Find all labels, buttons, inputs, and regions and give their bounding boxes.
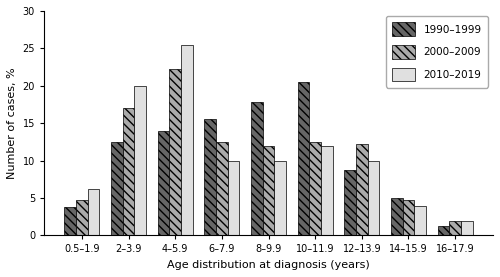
- Bar: [204, 119, 216, 235]
- Legend: 1990–1999, 2000–2009, 2010–2019: 1990–1999, 2000–2009, 2010–2019: [386, 16, 488, 88]
- Bar: [228, 161, 239, 235]
- Bar: [298, 82, 310, 235]
- Bar: [216, 142, 228, 235]
- Bar: [111, 142, 123, 235]
- Bar: [181, 45, 192, 235]
- Bar: [88, 189, 100, 235]
- Bar: [402, 199, 414, 235]
- Bar: [76, 200, 88, 235]
- Bar: [450, 220, 461, 235]
- Bar: [461, 220, 472, 235]
- Bar: [134, 86, 146, 235]
- Bar: [310, 142, 321, 235]
- Bar: [262, 146, 274, 235]
- Bar: [344, 170, 356, 235]
- Y-axis label: Number of cases, %: Number of cases, %: [7, 67, 17, 179]
- Bar: [123, 108, 134, 235]
- Bar: [321, 146, 332, 235]
- Bar: [391, 198, 402, 235]
- Bar: [64, 207, 76, 235]
- Bar: [356, 144, 368, 235]
- Bar: [170, 69, 181, 235]
- Bar: [251, 102, 262, 235]
- X-axis label: Age distribution at diagnosis (years): Age distribution at diagnosis (years): [167, 260, 370, 270]
- Bar: [438, 227, 450, 235]
- Bar: [158, 131, 170, 235]
- Bar: [274, 161, 286, 235]
- Bar: [368, 161, 380, 235]
- Bar: [414, 206, 426, 235]
